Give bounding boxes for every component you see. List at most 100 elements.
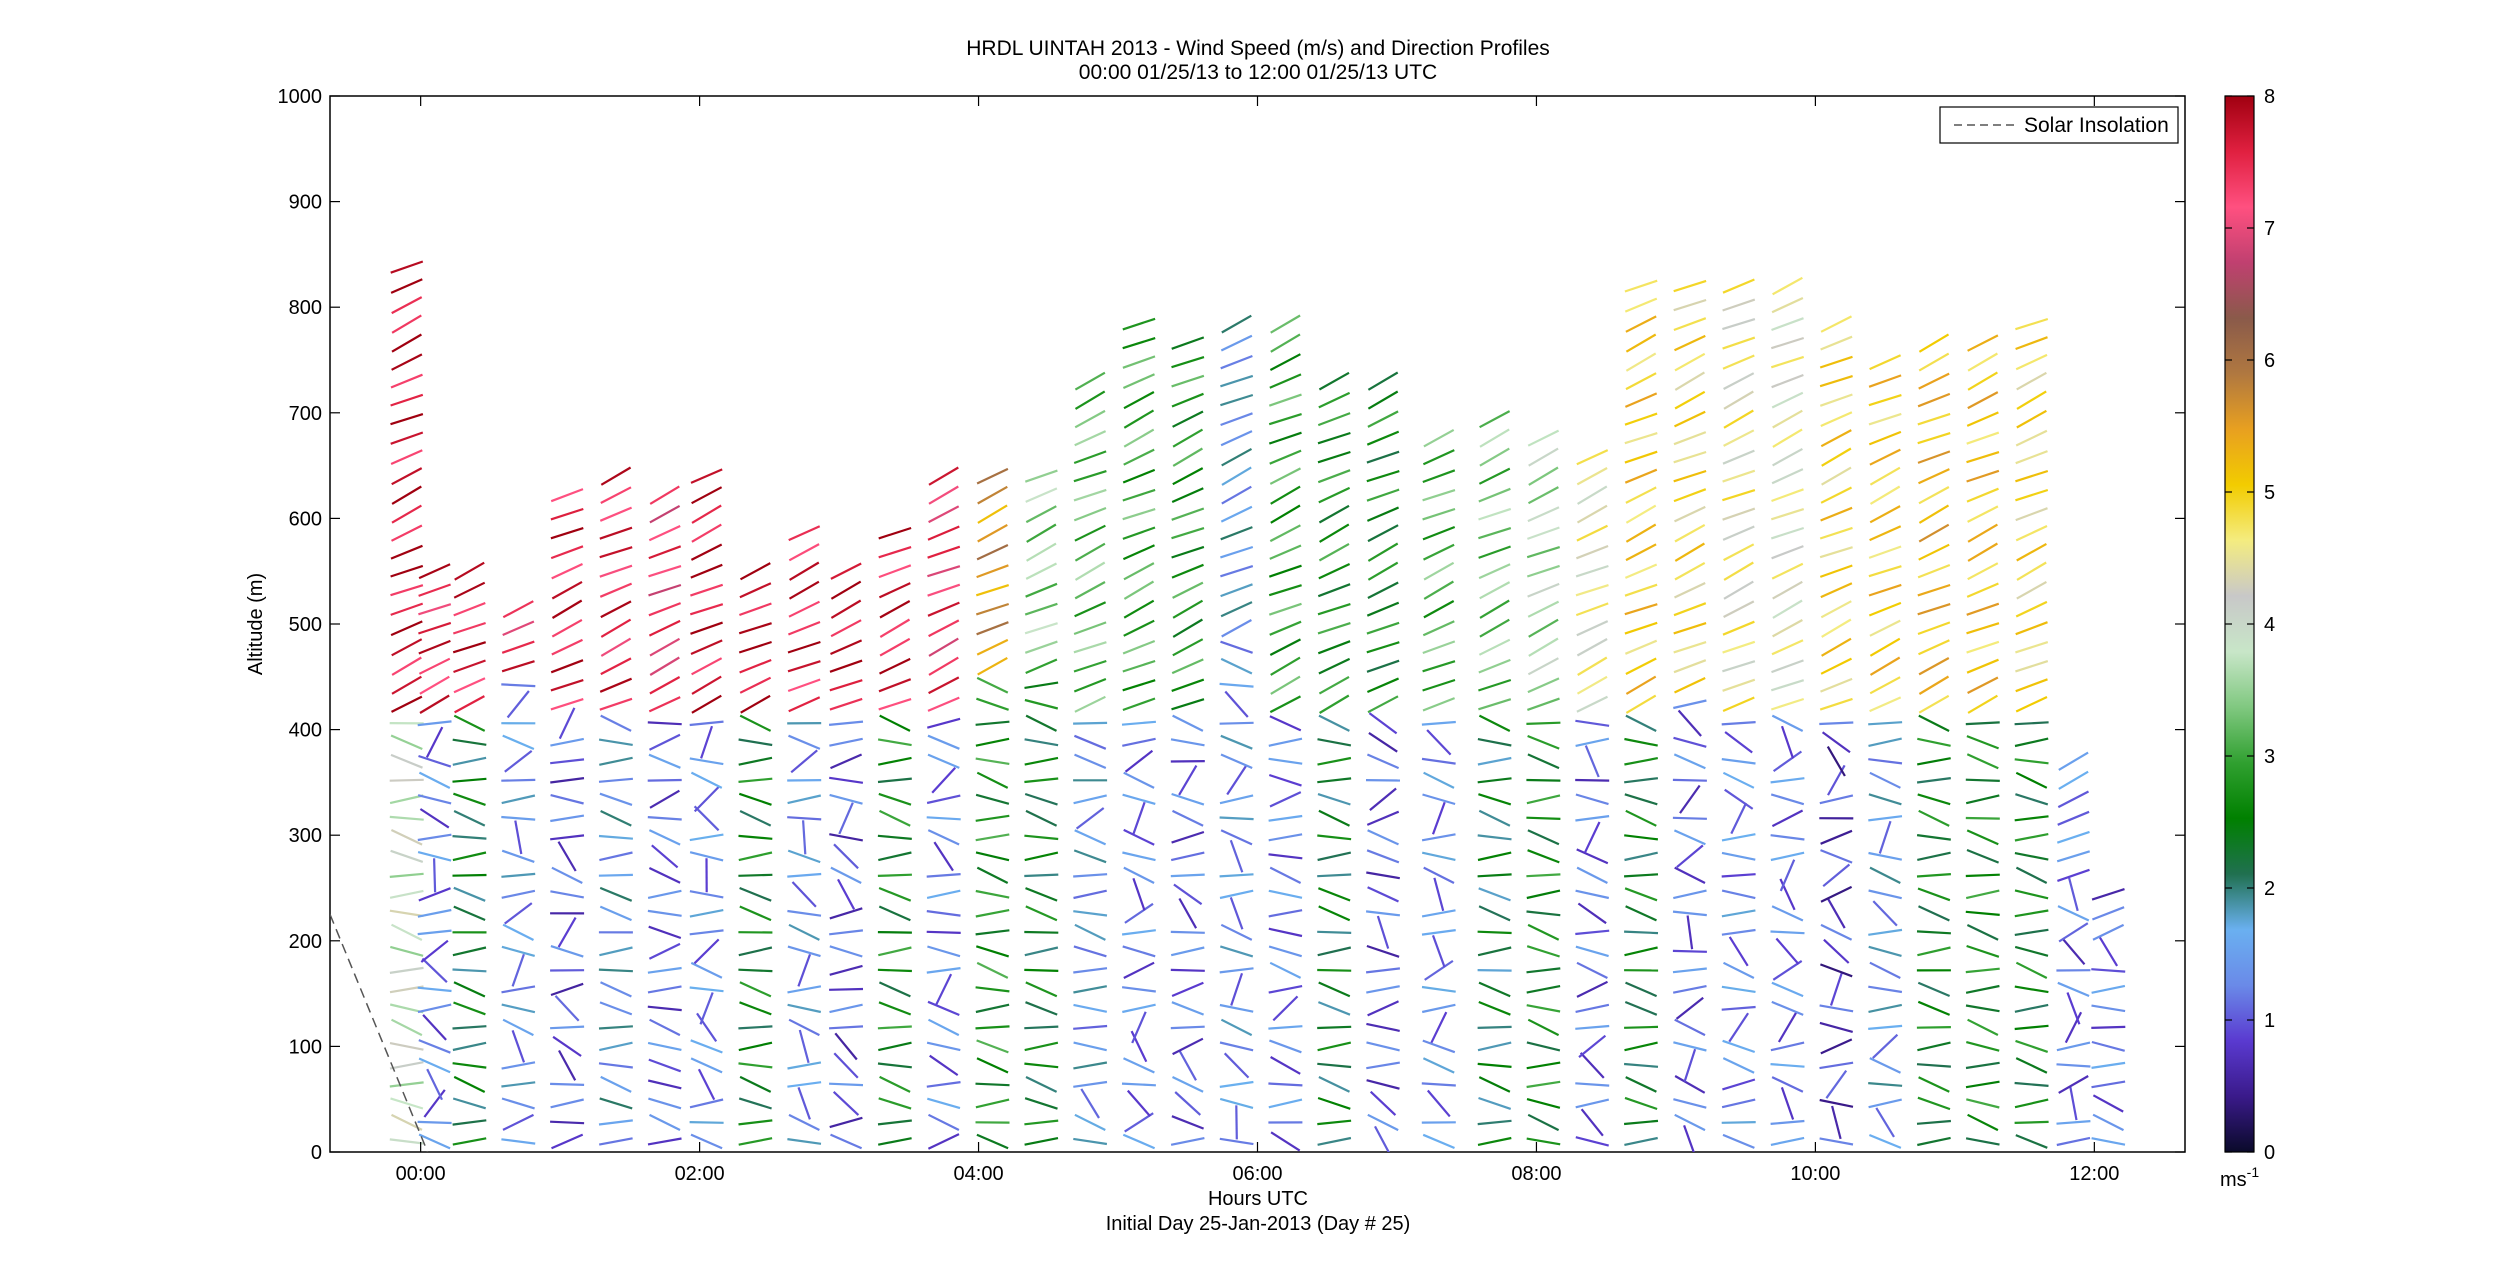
wind-barb <box>832 1090 860 1116</box>
wind-barb <box>1878 820 1892 854</box>
wind-barb <box>2066 992 2081 1025</box>
wind-barb <box>2015 317 2049 331</box>
wind-barb <box>787 945 821 958</box>
wind-barb <box>390 278 423 294</box>
wind-barb <box>1673 298 1707 312</box>
wind-barb <box>830 580 862 600</box>
wind-barb <box>1821 466 1852 486</box>
wind-barb <box>391 485 422 505</box>
wind-barb <box>1272 995 1299 1022</box>
wind-barb <box>389 1042 424 1051</box>
wind-barb <box>700 725 714 759</box>
wind-barb <box>1074 561 1106 581</box>
wind-barb <box>878 678 912 693</box>
wind-barb <box>976 676 1009 694</box>
wind-barb <box>877 1137 912 1146</box>
wind-barb <box>738 1119 773 1126</box>
wind-barb <box>1132 877 1146 911</box>
wind-barb <box>1772 409 1803 429</box>
wind-barb <box>390 602 424 616</box>
wind-barb <box>1527 582 1560 598</box>
x-tick-label: 04:00 <box>954 1163 1004 1185</box>
wind-barb <box>1430 1011 1448 1044</box>
wind-barb <box>501 778 536 782</box>
wind-barb <box>690 1133 723 1150</box>
colorbar-tick-label: 3 <box>2264 746 2275 768</box>
wind-barb <box>1673 279 1707 293</box>
wind-barb <box>1122 697 1156 712</box>
wind-barb <box>550 814 585 823</box>
wind-barb <box>647 909 682 917</box>
wind-barb <box>1576 504 1608 524</box>
wind-barb <box>1526 1098 1561 1109</box>
wind-barb <box>1317 412 1351 427</box>
wind-barb <box>649 504 681 524</box>
wind-barb <box>878 905 911 922</box>
wind-barb <box>1577 902 1607 925</box>
wind-barb <box>877 777 912 784</box>
wind-barb <box>787 816 822 821</box>
wind-barb <box>689 720 724 727</box>
wind-barb <box>1317 777 1352 784</box>
wind-barb <box>693 786 720 813</box>
wind-barb <box>1673 317 1707 332</box>
wind-barb <box>1369 1090 1397 1116</box>
wind-barb <box>1820 506 1853 522</box>
wind-barb <box>1123 771 1155 789</box>
wind-barb <box>1024 968 1059 972</box>
wind-barb <box>2015 353 2048 371</box>
wind-barb <box>647 1005 682 1012</box>
wind-barb <box>1624 468 1658 484</box>
wind-barb <box>1831 1105 1842 1140</box>
wind-barb <box>1722 318 1756 331</box>
colorbar-unit-base: ms <box>2220 1169 2247 1191</box>
wind-barb <box>1268 927 1303 938</box>
y-tick-label: 600 <box>289 508 322 530</box>
wind-barb <box>600 1075 632 1093</box>
wind-barb <box>1625 523 1657 543</box>
wind-barb <box>1625 809 1657 827</box>
wind-barb <box>550 659 584 674</box>
wind-barb <box>1478 638 1511 656</box>
wind-barb <box>928 619 960 638</box>
wind-barb <box>1575 1082 1610 1087</box>
wind-barb <box>690 621 723 635</box>
solar-insolation-line <box>330 914 429 1152</box>
wind-barb <box>1024 1137 1059 1146</box>
wind-barb <box>1624 392 1658 408</box>
wind-barb <box>1624 563 1658 579</box>
plot-area: 0 100 200 300 400 500 600 700 800 900 1000 00:00 02… <box>278 86 2186 1185</box>
wind-barb <box>1025 505 1057 524</box>
wind-barb <box>788 1113 820 1131</box>
wind-barb <box>1268 413 1302 426</box>
wind-barb <box>1318 542 1350 562</box>
wind-barb <box>2056 1136 2091 1147</box>
wind-barb <box>2015 621 2048 636</box>
wind-barb <box>1421 1082 1456 1087</box>
wind-barb <box>926 794 961 805</box>
wind-barb <box>1526 778 1561 782</box>
wind-barb <box>1172 1037 1204 1056</box>
wind-barb <box>1123 562 1155 581</box>
wind-barb <box>788 600 820 618</box>
wind-barb <box>1172 1076 1204 1093</box>
wind-barb <box>1366 871 1400 880</box>
wind-barb <box>1583 821 1601 854</box>
wind-barb <box>1318 504 1350 524</box>
wind-barb <box>417 833 452 842</box>
colorbar-unit-exponent: -1 <box>2247 1164 2260 1180</box>
wind-barb <box>1025 562 1057 580</box>
legend-box: Solar Insolation <box>1939 106 2179 144</box>
wind-barb <box>1171 658 1204 675</box>
wind-barb <box>1220 354 1253 370</box>
wind-barb <box>1624 297 1658 313</box>
wind-barb <box>1965 794 2000 805</box>
wind-barb <box>1123 619 1155 637</box>
wind-barb <box>2069 1086 2078 1121</box>
wind-barb <box>1526 1137 1561 1146</box>
wind-barb <box>1967 334 1999 352</box>
wind-barb <box>1270 1056 1301 1075</box>
wind-barb <box>501 889 536 899</box>
wind-barb <box>598 1119 633 1126</box>
wind-barb <box>1170 930 1205 934</box>
